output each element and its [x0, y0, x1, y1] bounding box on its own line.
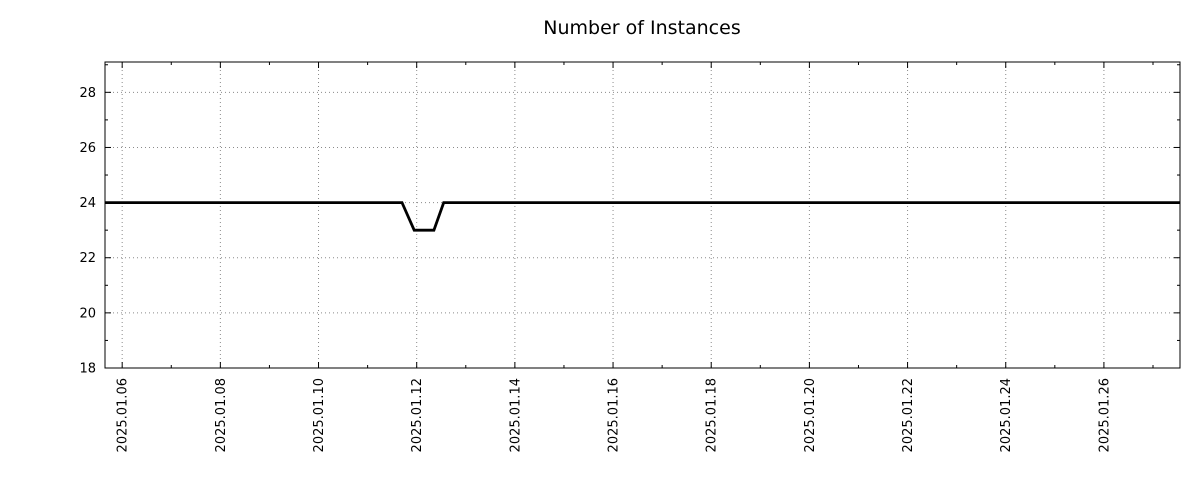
y-axis-label: 28	[79, 86, 96, 101]
x-axis-label: 2025.01.06	[116, 378, 131, 452]
x-axis-label: 2025.01.16	[607, 378, 622, 452]
x-axis-label: 2025.01.08	[214, 378, 229, 452]
x-axis-label: 2025.01.22	[901, 378, 916, 452]
x-axis-label: 2025.01.24	[999, 378, 1014, 452]
x-axis-label: 2025.01.10	[312, 378, 327, 452]
plot-border	[104, 61, 1181, 369]
x-axis-label: 2025.01.14	[508, 378, 523, 452]
x-axis-label: 2025.01.12	[410, 378, 425, 452]
y-axis-label: 24	[79, 196, 96, 211]
x-axis-label: 2025.01.26	[1097, 378, 1112, 452]
y-axis-label: 26	[79, 141, 96, 156]
x-axis-label: 2025.01.20	[803, 378, 818, 452]
chart-title: Number of Instances	[543, 17, 740, 39]
y-axis-label: 22	[79, 251, 96, 266]
y-axis-label: 20	[79, 306, 96, 321]
series-line-instances	[105, 201, 1180, 232]
y-axis-label: 18	[79, 362, 96, 377]
x-axis-label: 2025.01.18	[705, 378, 720, 452]
